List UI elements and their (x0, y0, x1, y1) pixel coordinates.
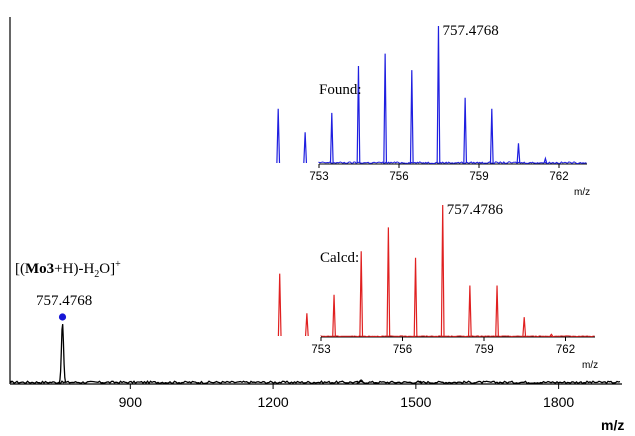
inset-peak-mz-label: 757.4786 (447, 202, 504, 218)
isotope-peak (332, 294, 336, 337)
isotope-peak (436, 25, 441, 164)
inset-baseline (320, 335, 595, 338)
ion-formula-part: +H)-H (54, 261, 94, 277)
inset-x-axis-label: m/z (574, 187, 590, 198)
main-x-axis-label: m/z (601, 417, 624, 433)
inset-baseline (318, 161, 587, 165)
inset-x-tick-label: 756 (389, 171, 408, 183)
isotope-peak (276, 108, 281, 164)
inset-x-tick-label: 759 (469, 171, 488, 183)
isotope-peak (489, 108, 494, 164)
main-spectrum: 9001200150018002100 m/z [(Mo3+H)-H2O]+ 7… (9, 17, 624, 433)
isotope-peak (495, 285, 499, 337)
inset-x-tick-label: 756 (393, 344, 412, 356)
ion-formula-annotation: [(Mo3+H)-H2O]+ (15, 259, 121, 280)
isotope-peak (383, 53, 388, 164)
inset-x-tick-label: 759 (474, 344, 493, 356)
isotope-peak (356, 66, 361, 164)
inset-x-tick-label: 762 (549, 171, 568, 183)
main-x-tick-label: 1800 (543, 394, 574, 410)
peak-marker-dot (58, 313, 67, 321)
isotope-peak (409, 70, 414, 164)
ion-formula-compound: Mo3 (25, 261, 54, 277)
isotope-peak (329, 112, 334, 164)
main-x-tick-label: 1200 (258, 394, 289, 410)
inset-series-label: Found: (319, 82, 362, 98)
calcd-isotope-inset: 753 756 759 762 m/z Calcd: 757.4786 (277, 202, 598, 371)
main-x-tick-label: 900 (119, 394, 143, 410)
ion-formula-charge: + (115, 259, 121, 270)
ion-formula-part: O] (99, 261, 115, 277)
isotope-peak (359, 251, 364, 337)
isotope-peak (277, 273, 282, 337)
inset-peak-mz-label: 757.4768 (442, 23, 498, 39)
inset-x-tick-label: 762 (556, 344, 575, 356)
isotope-peak (467, 285, 472, 337)
isotope-peak (386, 227, 391, 337)
isotope-peak (440, 204, 445, 337)
isotope-peak (304, 313, 309, 337)
inset-x-axis-label: m/z (582, 360, 598, 371)
isotope-peak (543, 156, 548, 164)
isotope-peak (522, 317, 527, 337)
ion-formula-subscript: 2 (94, 269, 99, 280)
main-spectrum-trace (10, 324, 621, 385)
isotope-peak (516, 143, 521, 164)
isotope-peak (303, 132, 308, 164)
main-peak-mz-label: 757.4768 (36, 293, 92, 309)
inset-x-tick-label: 753 (309, 171, 328, 183)
inset-series-label: Calcd: (320, 250, 359, 266)
main-x-tick-label: 1500 (400, 394, 431, 410)
found-isotope-inset: 753 756 759 762 m/z Found: 757.4768 (276, 23, 590, 198)
isotope-peak (463, 97, 468, 164)
isotope-peak (549, 333, 554, 337)
ion-formula-part: [( (15, 261, 25, 277)
isotope-peak (413, 257, 418, 337)
inset-x-tick-label: 753 (311, 344, 330, 356)
